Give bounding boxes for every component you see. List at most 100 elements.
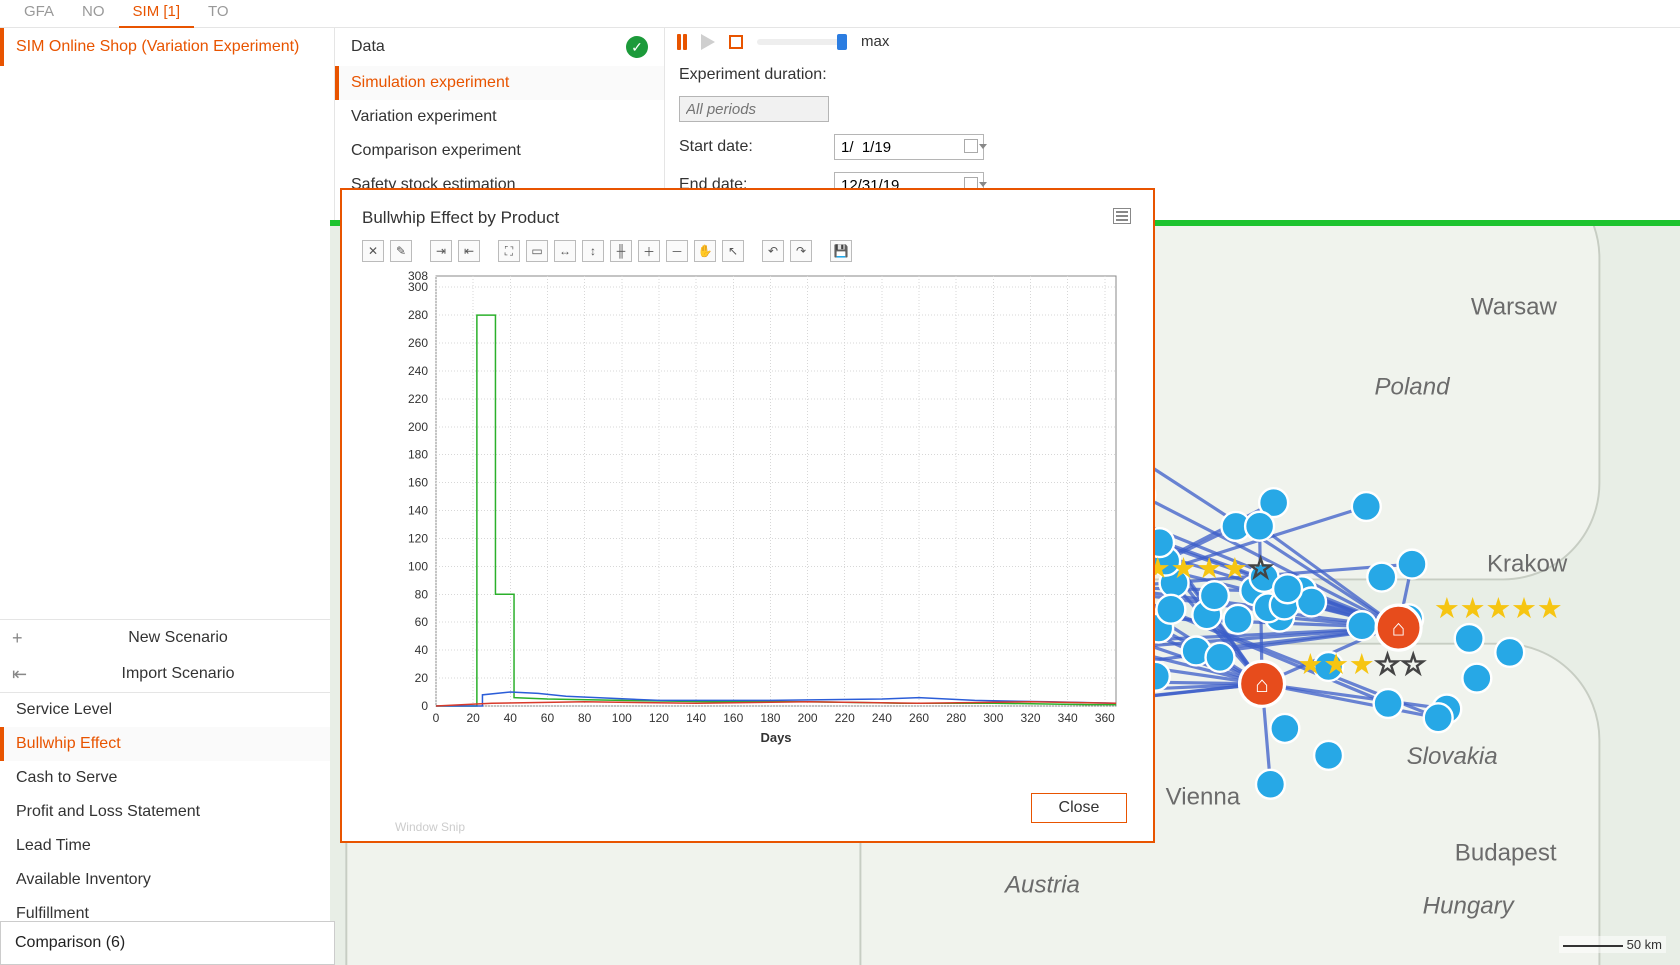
tool-fit-icon[interactable]: ⛶ <box>498 240 520 262</box>
tool-zoom-rect-icon[interactable]: ▭ <box>526 240 548 262</box>
svg-text:40: 40 <box>415 643 429 657</box>
result-tab-available-inventory[interactable]: Available Inventory <box>0 863 334 897</box>
result-tab-bullwhip-effect[interactable]: Bullwhip Effect <box>0 727 334 761</box>
tab-sim[interactable]: SIM [1] <box>119 0 195 28</box>
svg-text:260: 260 <box>408 336 428 350</box>
tool-settings-icon[interactable]: ✕ <box>362 240 384 262</box>
result-tab-service-level[interactable]: Service Level <box>0 693 334 727</box>
import-icon: ⇤ <box>12 664 34 685</box>
svg-text:★: ★ <box>1323 649 1349 681</box>
svg-text:Hungary: Hungary <box>1423 893 1516 920</box>
close-button[interactable]: Close <box>1031 793 1127 823</box>
tab-gfa[interactable]: GFA <box>10 0 68 28</box>
calendar-icon[interactable] <box>964 139 978 153</box>
tool-split-h-icon[interactable]: ╫ <box>610 240 632 262</box>
tool-zoom-h-icon[interactable]: ↔ <box>554 240 576 262</box>
svg-text:★: ★ <box>1511 593 1537 625</box>
svg-text:100: 100 <box>612 711 632 725</box>
import-scenario-label: Import Scenario <box>34 665 322 683</box>
svg-text:Austria: Austria <box>1003 872 1080 899</box>
tool-zoom-out-icon[interactable]: － <box>666 240 688 262</box>
svg-text:★: ★ <box>1222 553 1248 585</box>
svg-text:20: 20 <box>415 671 429 685</box>
tool-export-icon[interactable]: 💾 <box>830 240 852 262</box>
tool-zoom-in-icon[interactable]: ＋ <box>638 240 660 262</box>
svg-text:★: ★ <box>1297 649 1323 681</box>
svg-text:Warsaw: Warsaw <box>1471 293 1558 320</box>
svg-text:Days: Days <box>760 730 791 745</box>
svg-text:180: 180 <box>408 448 428 462</box>
top-tab-bar: GFA NO SIM [1] TO <box>0 0 1680 28</box>
svg-text:260: 260 <box>909 711 929 725</box>
tool-pointer-icon[interactable]: ↖ <box>722 240 744 262</box>
svg-text:★: ★ <box>1537 593 1563 625</box>
svg-text:100: 100 <box>408 559 428 573</box>
svg-text:280: 280 <box>946 711 966 725</box>
svg-text:★: ★ <box>1196 553 1222 585</box>
stop-button[interactable] <box>729 35 743 49</box>
svg-text:160: 160 <box>408 476 428 490</box>
svg-text:☆: ☆ <box>1375 649 1401 681</box>
svg-text:☆: ☆ <box>1248 553 1274 585</box>
svg-text:★: ★ <box>1485 593 1511 625</box>
speed-slider[interactable] <box>757 39 847 45</box>
svg-text:308: 308 <box>408 269 428 283</box>
duration-input <box>679 96 829 122</box>
svg-text:Poland: Poland <box>1375 374 1452 401</box>
experiment-comparison-experiment[interactable]: Comparison experiment <box>335 134 664 168</box>
map-scale: 50 km <box>1559 936 1666 953</box>
tool-trace-out-icon[interactable]: ⇤ <box>458 240 480 262</box>
svg-text:Vienna: Vienna <box>1166 783 1241 810</box>
add-scenario-button[interactable]: + New Scenario <box>0 620 334 656</box>
svg-text:★: ★ <box>1460 593 1486 625</box>
tab-to[interactable]: TO <box>194 0 243 28</box>
svg-text:80: 80 <box>578 711 592 725</box>
start-date-input[interactable] <box>834 134 984 160</box>
experiment-simulation-experiment[interactable]: Simulation experiment <box>335 66 664 100</box>
speed-label: max <box>861 33 889 50</box>
comparison-bar[interactable]: Comparison (6) <box>0 921 335 965</box>
pause-button[interactable] <box>677 34 687 50</box>
svg-text:120: 120 <box>408 531 428 545</box>
check-icon: ✓ <box>626 36 648 58</box>
experiment-data[interactable]: Data✓ <box>335 28 664 66</box>
tool-redo-icon[interactable]: ↷ <box>790 240 812 262</box>
experiment-variation-experiment[interactable]: Variation experiment <box>335 100 664 134</box>
svg-text:300: 300 <box>983 711 1003 725</box>
tool-undo-icon[interactable]: ↶ <box>762 240 784 262</box>
svg-text:140: 140 <box>686 711 706 725</box>
import-scenario-button[interactable]: ⇤ Import Scenario <box>0 656 334 692</box>
svg-text:60: 60 <box>415 615 429 629</box>
tool-edit-icon[interactable]: ✎ <box>390 240 412 262</box>
tool-zoom-v-icon[interactable]: ↕ <box>582 240 604 262</box>
svg-text:60: 60 <box>541 711 555 725</box>
window-snip-label: Window Snip <box>360 820 500 840</box>
play-button[interactable] <box>701 34 715 50</box>
svg-text:Budapest: Budapest <box>1455 840 1557 867</box>
slider-knob[interactable] <box>837 34 847 50</box>
svg-text:0: 0 <box>421 699 428 713</box>
svg-text:360: 360 <box>1095 711 1115 725</box>
svg-text:180: 180 <box>760 711 780 725</box>
plus-icon: + <box>12 628 34 649</box>
svg-text:0: 0 <box>433 711 440 725</box>
result-tab-profit-and-loss-statement[interactable]: Profit and Loss Statement <box>0 795 334 829</box>
svg-text:★: ★ <box>1170 553 1196 585</box>
tool-pan-icon[interactable]: ✋ <box>694 240 716 262</box>
chart-title: Bullwhip Effect by Product <box>362 208 1133 228</box>
result-tab-lead-time[interactable]: Lead Time <box>0 829 334 863</box>
svg-text:160: 160 <box>723 711 743 725</box>
chart-dialog: Bullwhip Effect by Product ✕ ✎ ⇥ ⇤ ⛶ ▭ ↔… <box>340 188 1155 843</box>
tab-no[interactable]: NO <box>68 0 119 28</box>
svg-text:220: 220 <box>835 711 855 725</box>
svg-text:220: 220 <box>408 392 428 406</box>
svg-text:☆: ☆ <box>1400 649 1426 681</box>
result-tab-cash-to-serve[interactable]: Cash to Serve <box>0 761 334 795</box>
chart-toolbar: ✕ ✎ ⇥ ⇤ ⛶ ▭ ↔ ↕ ╫ ＋ － ✋ ↖ ↶ ↷ 💾 <box>362 240 1133 262</box>
svg-text:140: 140 <box>408 504 428 518</box>
svg-text:320: 320 <box>1021 711 1041 725</box>
legend-icon[interactable] <box>1113 208 1131 224</box>
scenario-name[interactable]: SIM Online Shop (Variation Experiment) <box>0 28 334 66</box>
tool-trace-in-icon[interactable]: ⇥ <box>430 240 452 262</box>
svg-text:⌂: ⌂ <box>1255 672 1269 697</box>
